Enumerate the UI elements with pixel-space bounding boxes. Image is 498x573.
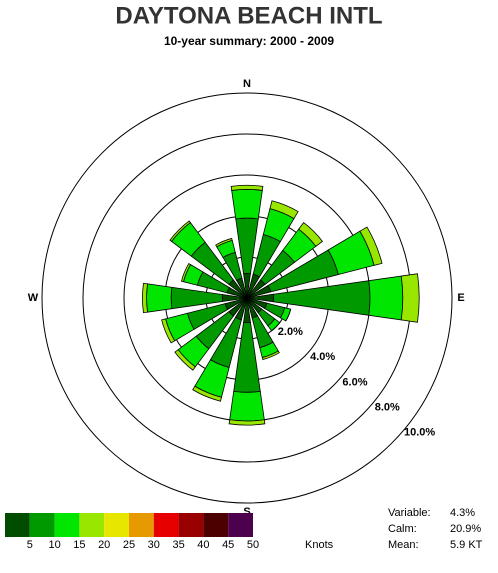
grid-ring: [41, 92, 453, 504]
wind-segment: [146, 283, 173, 313]
wind-segment: [170, 286, 224, 310]
stat-value: 20.9%: [450, 523, 481, 535]
wind-segment: [230, 184, 264, 191]
legend-swatch: [29, 513, 55, 537]
stat-label: Mean:: [388, 539, 419, 551]
stat-value: 5.9 KT: [450, 539, 483, 551]
legend-swatch: [178, 513, 204, 537]
stat-label: Calm:: [388, 523, 417, 535]
direction-label: E: [457, 292, 464, 304]
wind-segment: [174, 349, 196, 371]
r-tick-label: 2.0%: [278, 326, 303, 338]
legend-label: 40: [197, 539, 209, 551]
legend-label: 50: [247, 539, 259, 551]
stat-value: 4.3%: [450, 507, 475, 519]
legend-swatch: [54, 513, 80, 537]
legend-swatch: [129, 513, 154, 537]
wind-segment: [161, 318, 176, 344]
direction-label: N: [243, 78, 251, 90]
chart-subtitle: 10-year summary: 2000 - 2009: [164, 34, 334, 48]
wind-segment: [192, 385, 222, 402]
r-tick-label: 8.0%: [375, 401, 400, 413]
wind-segment: [400, 273, 420, 323]
legend-label: 45: [222, 539, 234, 551]
legend-swatch: [203, 513, 229, 537]
stat-label: Variable:: [388, 507, 431, 519]
legend-unit: Knots: [305, 539, 334, 551]
legend-swatch: [104, 513, 129, 537]
r-tick-label: 4.0%: [310, 351, 335, 363]
wind-segment: [169, 220, 191, 242]
legend-label: 5: [27, 539, 33, 551]
legend-swatch: [79, 513, 105, 537]
wind-segment: [231, 188, 263, 220]
wind-segment: [298, 222, 323, 247]
wind-segment: [261, 350, 280, 361]
chart-title: DAYTONA BEACH INTL: [115, 2, 382, 29]
wind-segment: [368, 275, 404, 321]
legend-swatch: [153, 513, 179, 537]
direction-label: W: [28, 292, 39, 304]
r-tick-label: 10.0%: [404, 427, 435, 439]
wind-segment: [215, 237, 233, 248]
legend-label: 10: [48, 539, 60, 551]
legend-label: 35: [172, 539, 184, 551]
wind-segment: [235, 217, 259, 275]
r-tick-label: 6.0%: [342, 376, 367, 388]
wind-segment: [180, 263, 192, 283]
wind-segment: [269, 200, 299, 220]
legend-label: 25: [123, 539, 135, 551]
legend-label: 30: [148, 539, 160, 551]
legend-label: 15: [73, 539, 85, 551]
wind-segment: [142, 282, 149, 314]
wind-segment: [359, 226, 383, 266]
direction-label: S: [243, 506, 250, 518]
legend-swatch: [5, 513, 30, 537]
wind-segment: [229, 390, 265, 422]
legend-label: 20: [98, 539, 110, 551]
wind-segment: [228, 419, 266, 426]
legend-swatch: [228, 513, 253, 537]
